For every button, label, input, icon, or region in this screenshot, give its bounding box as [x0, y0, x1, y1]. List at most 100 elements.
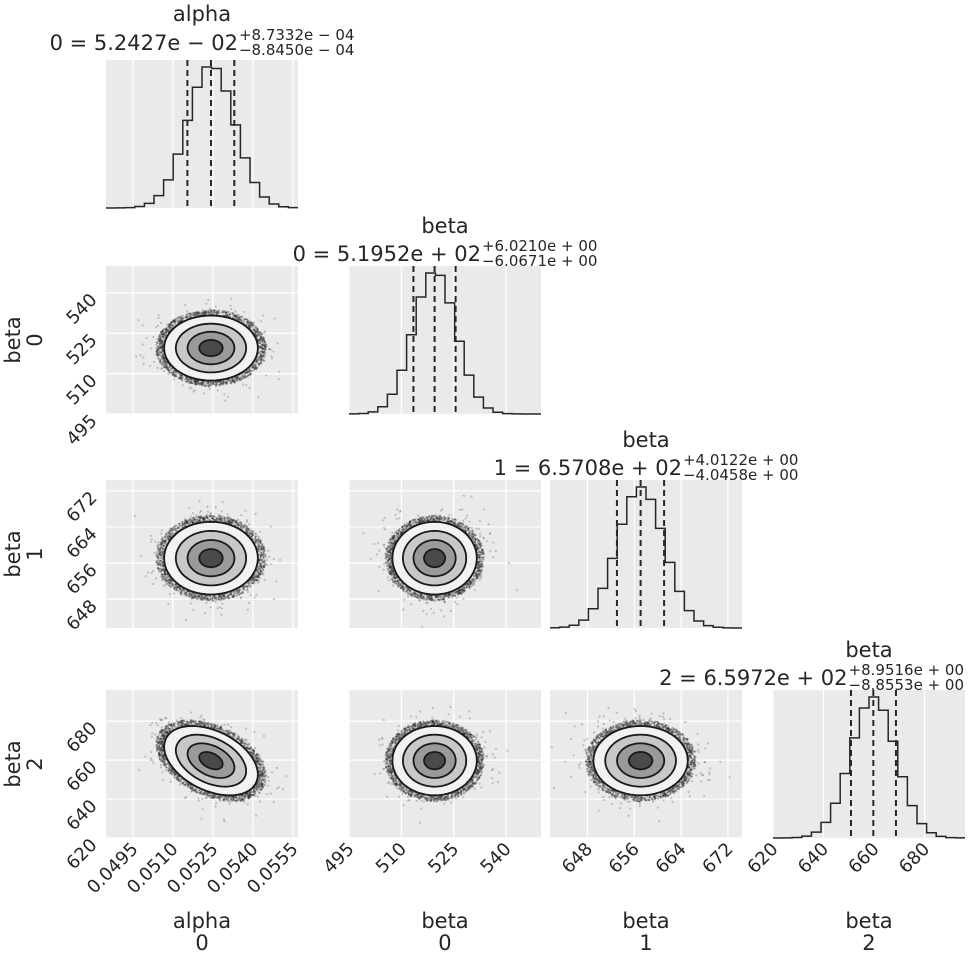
- scatter-point: [242, 377, 245, 380]
- scatter-point: [178, 376, 180, 379]
- scatter-point: [160, 355, 163, 358]
- scatter-point: [133, 514, 136, 518]
- scatter-point: [161, 541, 164, 544]
- scatter-point: [255, 326, 258, 329]
- scatter-point: [258, 562, 261, 565]
- scatter-point: [192, 311, 195, 314]
- scatter-point: [233, 592, 236, 595]
- scatter-point: [247, 529, 250, 531]
- scatter-point: [258, 337, 261, 340]
- scatter-point: [231, 379, 234, 382]
- scatter-point: [181, 588, 184, 591]
- scatter-point: [184, 303, 187, 306]
- scatter-point: [181, 526, 184, 529]
- scatter-point: [170, 368, 172, 370]
- scatter-point: [251, 532, 254, 535]
- scatter-point: [157, 559, 160, 562]
- scatter-point: [201, 594, 204, 597]
- scatter-point: [169, 580, 172, 583]
- scatter-point: [162, 369, 166, 373]
- scatter-point: [218, 518, 221, 521]
- scatter-point: [254, 578, 257, 581]
- scatter-point: [236, 589, 239, 592]
- scatter-point: [257, 339, 260, 342]
- scatter-point: [159, 351, 162, 354]
- scatter-point: [214, 309, 217, 312]
- scatter-point: [159, 570, 162, 573]
- scatter-point: [212, 309, 215, 312]
- scatter-point: [170, 530, 173, 532]
- scatter-point: [263, 330, 266, 333]
- scatter-point: [163, 364, 166, 367]
- scatter-point: [259, 548, 262, 550]
- scatter-point: [244, 524, 247, 527]
- scatter-point: [253, 580, 256, 583]
- scatter-point: [162, 340, 164, 342]
- scatter-point: [190, 315, 193, 318]
- scatter-point: [166, 536, 169, 539]
- scatter-point: [225, 311, 228, 314]
- scatter-point: [232, 312, 235, 315]
- scatter-point: [219, 383, 222, 386]
- scatter-point: [255, 593, 258, 597]
- scatter-point: [260, 553, 263, 556]
- scatter-point: [247, 324, 250, 327]
- scatter-point: [159, 546, 162, 549]
- scatter-point: [183, 522, 185, 525]
- scatter-point: [254, 329, 257, 332]
- scatter-point: [261, 548, 264, 551]
- scatter-point: [169, 534, 172, 537]
- scatter-point: [261, 547, 263, 550]
- scatter-point: [164, 539, 166, 542]
- scatter-point: [165, 532, 168, 536]
- scatter-point: [252, 530, 255, 533]
- scatter-point: [172, 528, 175, 531]
- scatter-point: [267, 549, 270, 553]
- scatter-point: [247, 370, 250, 373]
- scatter-point: [200, 383, 203, 386]
- scatter-point: [176, 317, 178, 320]
- scatter-point: [192, 596, 195, 599]
- scatter-point: [157, 566, 160, 569]
- scatter-point: [158, 339, 161, 341]
- scatter-point: [183, 522, 186, 525]
- scatter-point: [162, 329, 164, 332]
- scatter-point: [164, 534, 167, 537]
- scatter-point: [260, 320, 263, 323]
- scatter-point: [225, 517, 228, 520]
- scatter-point: [235, 590, 238, 592]
- scatter-point: [216, 389, 219, 392]
- scatter-point: [263, 340, 265, 343]
- scatter-point: [245, 531, 248, 534]
- scatter-point: [235, 315, 238, 318]
- scatter-point: [260, 547, 263, 550]
- scatter-point: [227, 311, 230, 314]
- scatter-point: [228, 313, 231, 316]
- scatter-point: [212, 311, 215, 314]
- scatter-point: [240, 378, 243, 381]
- scatter-point: [156, 544, 159, 548]
- scatter-point: [259, 342, 262, 345]
- scatter-point: [178, 320, 181, 323]
- scatter-point: [489, 532, 492, 535]
- scatter-point: [232, 519, 235, 521]
- scatter-point: [253, 328, 256, 331]
- scatter-point: [217, 517, 220, 520]
- scatter-point: [377, 542, 380, 545]
- scatter-point: [200, 312, 203, 315]
- scatter-point: [162, 564, 165, 567]
- scatter-point: [234, 521, 237, 524]
- scatter-point: [256, 579, 258, 582]
- scatter-point: [253, 576, 256, 580]
- scatter-point: [203, 519, 206, 521]
- scatter-point: [245, 529, 248, 531]
- scatter-point: [250, 323, 252, 326]
- scatter-point: [233, 315, 236, 318]
- scatter-point: [201, 517, 204, 520]
- scatter-point: [235, 376, 239, 379]
- scatter-point: [247, 322, 250, 325]
- scatter-point: [225, 312, 228, 315]
- scatter-point: [164, 578, 167, 581]
- scatter-point: [198, 596, 201, 599]
- scatter-point: [150, 347, 153, 350]
